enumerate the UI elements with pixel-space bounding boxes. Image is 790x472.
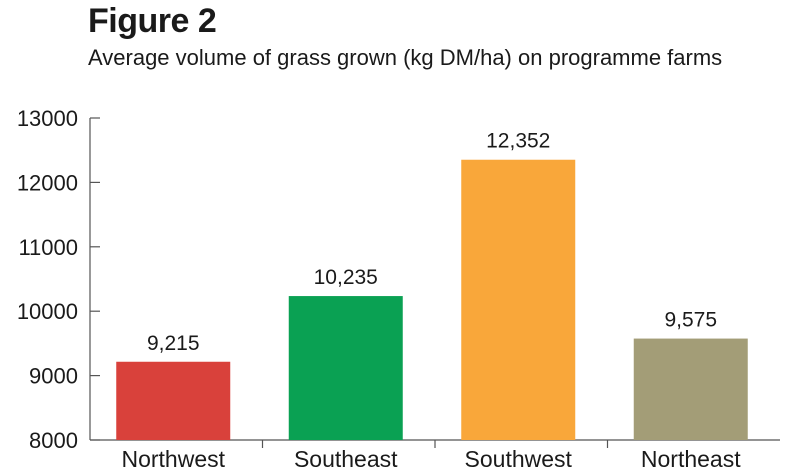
bar-southwest <box>461 159 576 440</box>
chart-title: Average volume of grass grown (kg DM/ha)… <box>88 45 723 70</box>
y-tick-label: 10000 <box>17 299 78 324</box>
bar-northwest <box>116 361 231 440</box>
category-label: Southwest <box>465 446 573 472</box>
label-layer: 9,215 Northwest 10,235 Southeast 12,352 South… <box>121 130 741 472</box>
bar-northeast <box>633 338 748 440</box>
category-label: Northwest <box>121 446 225 472</box>
data-label: 10,235 <box>314 266 378 289</box>
axis-layer: 8000 9000 10000 11000 12000 13000 <box>17 106 780 453</box>
category-label: Southeast <box>294 446 398 472</box>
data-label: 9,575 <box>664 309 717 332</box>
y-tick-label: 11000 <box>18 235 78 260</box>
bar-southeast <box>288 296 403 440</box>
figure-label: Figure 2 <box>88 2 217 40</box>
data-label: 12,352 <box>486 130 550 153</box>
y-tick-label: 9000 <box>29 364 78 389</box>
data-label: 9,215 <box>147 332 200 355</box>
y-tick-label: 12000 <box>17 170 78 195</box>
y-tick-label: 8000 <box>29 428 78 453</box>
bar-layer <box>116 159 748 440</box>
y-tick-label: 13000 <box>17 106 78 131</box>
category-label: Northeast <box>641 446 741 472</box>
